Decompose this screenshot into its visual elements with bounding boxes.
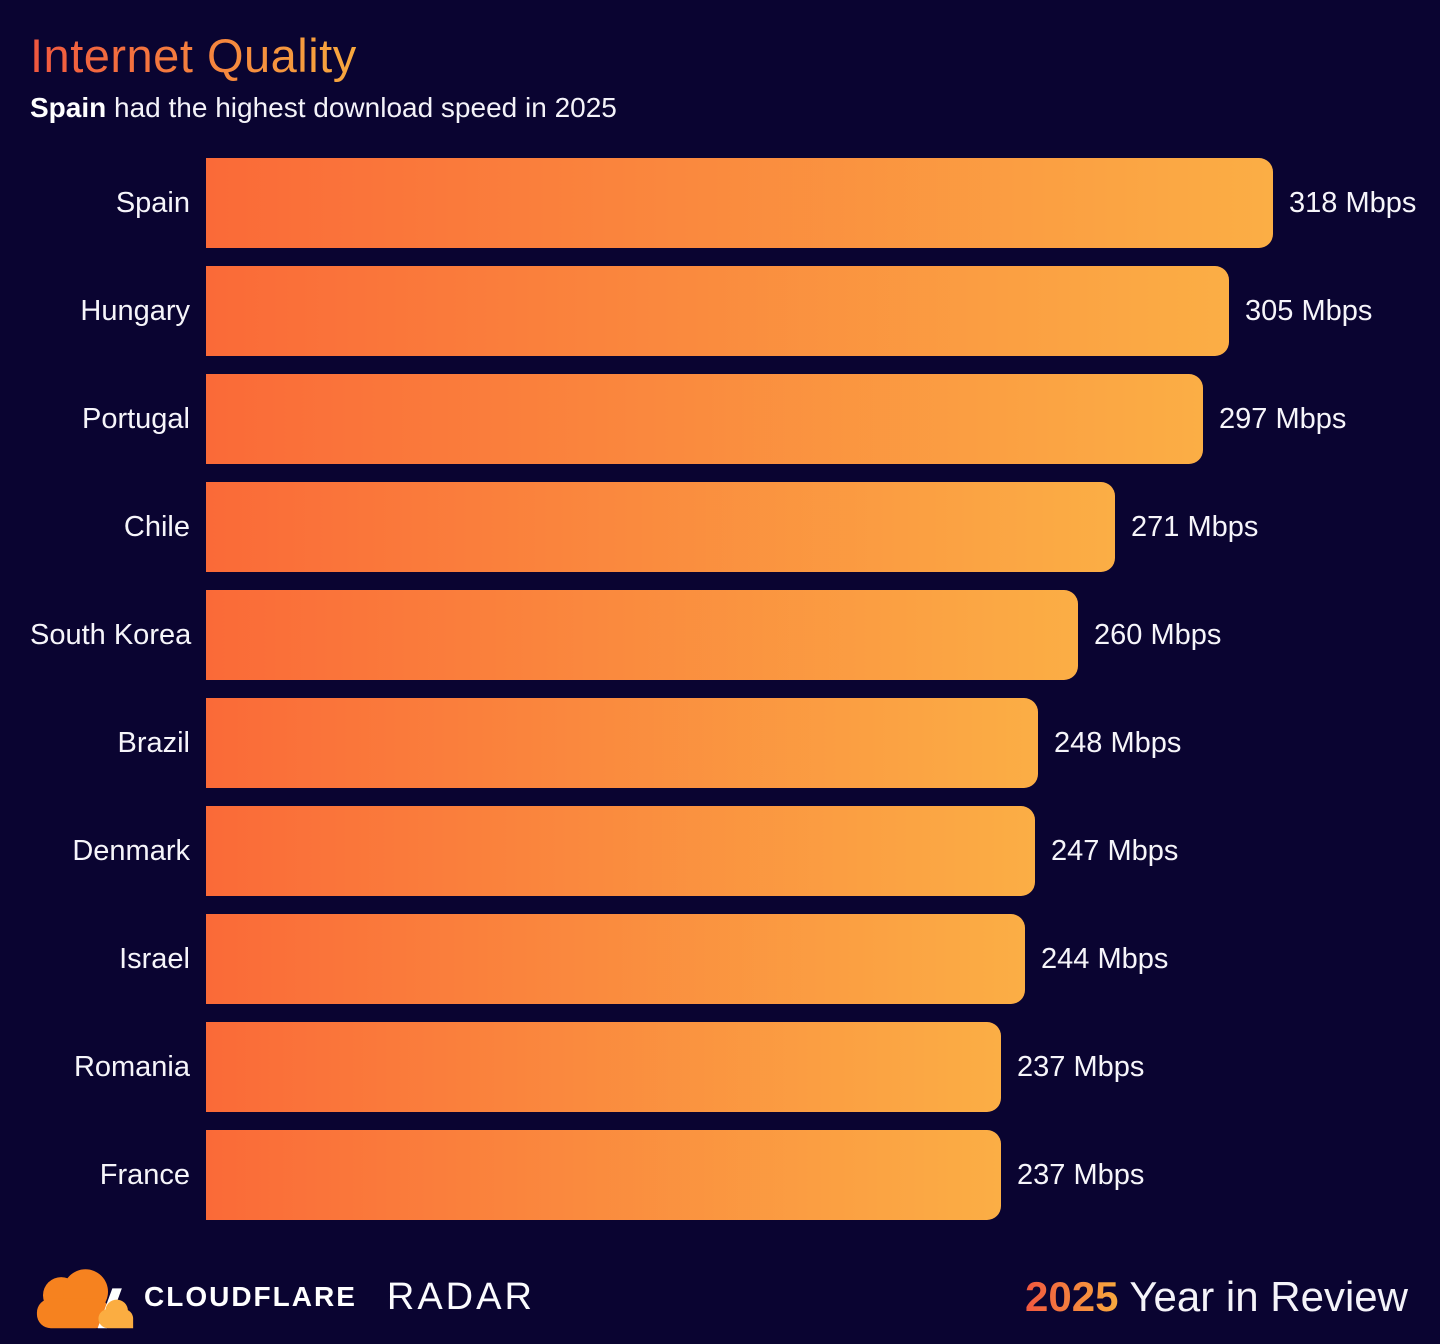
subtitle-text: had the highest download speed in 2025	[106, 91, 617, 123]
bar-row: Romania 237 Mbps	[30, 1022, 1410, 1112]
bar-value-label: 237 Mbps	[1017, 1158, 1145, 1191]
cloudflare-logo-icon	[36, 1269, 134, 1329]
bar-row: Chile 271 Mbps	[30, 482, 1410, 572]
year-label: 2025	[1025, 1273, 1119, 1320]
bar-row: Brazil 248 Mbps	[30, 698, 1410, 788]
footer: CLOUDFLARE RADAR 2025 Year in Review	[30, 1254, 1408, 1340]
subtitle-highlight: Spain	[30, 91, 107, 123]
bar	[206, 374, 1203, 464]
year-suffix-label: Year in Review	[1118, 1273, 1408, 1320]
bar-label: Spain	[115, 186, 190, 219]
bar-row: France 237 Mbps	[30, 1130, 1410, 1220]
bar-value-label: 260 Mbps	[1094, 618, 1222, 651]
bar-value-label: 244 Mbps	[1041, 942, 1169, 975]
bar-value-label: 237 Mbps	[1017, 1050, 1145, 1083]
bar-label: Hungary	[80, 294, 190, 327]
bar-label: Denmark	[72, 834, 190, 867]
bar	[206, 806, 1035, 896]
bar	[206, 1130, 1001, 1220]
header: Internet Quality Spain had the highest d…	[30, 30, 617, 124]
bar-label: Brazil	[117, 726, 190, 759]
bar-row: Hungary 305 Mbps	[30, 266, 1410, 356]
bar-row: South Korea 260 Mbps	[30, 590, 1410, 680]
bar-value-label: 271 Mbps	[1131, 510, 1259, 543]
bar	[206, 590, 1078, 680]
bar-row: Spain 318 Mbps	[30, 158, 1416, 248]
bar-value-label: 247 Mbps	[1051, 834, 1179, 867]
bar-label: Romania	[73, 1050, 190, 1083]
bar	[206, 158, 1273, 248]
bar	[206, 1022, 1001, 1112]
year-in-review-label: 2025 Year in Review	[1025, 1273, 1408, 1321]
bar-label: France	[99, 1158, 190, 1191]
page-title: Internet Quality	[30, 29, 357, 82]
bar-value-label: 318 Mbps	[1289, 186, 1417, 219]
bar	[206, 914, 1025, 1004]
bar-label: Portugal	[81, 402, 190, 435]
bar	[206, 698, 1038, 788]
bar-label: Chile	[123, 510, 190, 543]
bar-value-label: 297 Mbps	[1219, 402, 1347, 435]
bar-value-label: 305 Mbps	[1245, 294, 1373, 327]
brand-radar-label: RADAR	[386, 1275, 535, 1318]
bar-row: Denmark 247 Mbps	[30, 806, 1410, 896]
bar	[206, 482, 1115, 572]
brand-cloudflare-label: CLOUDFLARE	[144, 1281, 357, 1312]
bar-label: South Korea	[30, 618, 192, 651]
bar-row: Portugal 297 Mbps	[30, 374, 1410, 464]
page-subtitle: Spain had the highest download speed in …	[30, 92, 617, 124]
bar-value-label: 248 Mbps	[1054, 726, 1182, 759]
bar-label: Israel	[119, 942, 190, 975]
brand-group: CLOUDFLARE RADAR	[30, 1262, 535, 1332]
bar	[206, 266, 1229, 356]
bar-row: Israel 244 Mbps	[30, 914, 1410, 1004]
bar-chart: Spain 318 Mbps Hungary 305 Mbps Portugal 297 …	[30, 158, 1416, 1220]
